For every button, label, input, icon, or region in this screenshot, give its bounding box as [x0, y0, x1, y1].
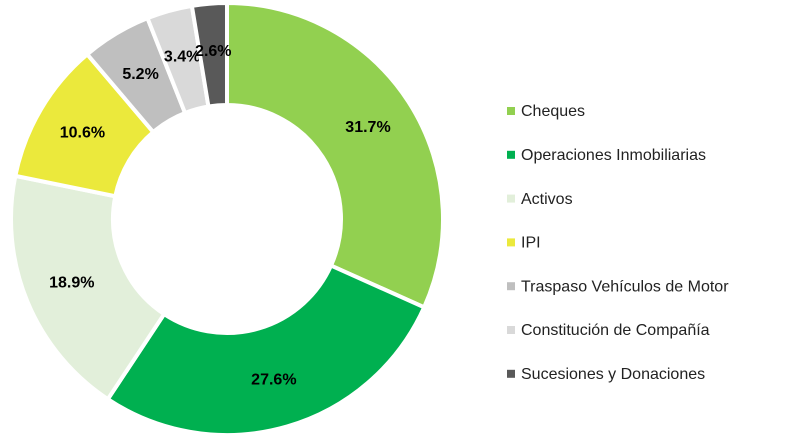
legend-label: Traspaso Vehículos de Motor	[521, 278, 729, 295]
data-label: 18.9%	[49, 275, 94, 292]
data-label: 10.6%	[60, 125, 105, 142]
legend-swatch	[507, 238, 515, 247]
data-label: 3.4%	[164, 48, 200, 65]
donut-segment	[189, 0, 229, 109]
legend-swatch	[507, 194, 515, 203]
legend-label: Constitución de Compañía	[521, 322, 710, 339]
legend-label: Activos	[521, 191, 573, 208]
legend-swatch	[507, 282, 515, 291]
donut-segment	[225, 0, 445, 310]
legend-swatch	[507, 150, 515, 159]
legend-label: IPI	[521, 235, 541, 252]
donut-segment	[9, 173, 167, 402]
legend-swatch	[507, 107, 515, 115]
legend-label: Cheques	[521, 103, 585, 120]
legend-swatch	[507, 326, 515, 334]
data-label: 5.2%	[122, 66, 158, 83]
legend-label: Operaciones Inmobiliarias	[521, 147, 706, 164]
donut-segment	[105, 262, 427, 434]
data-label: 2.6%	[195, 43, 231, 60]
data-label: 27.6%	[251, 372, 296, 389]
legend-label: Sucesiones y Donaciones	[521, 366, 705, 383]
data-label: 31.7%	[345, 119, 390, 136]
legend-swatch	[507, 369, 515, 378]
